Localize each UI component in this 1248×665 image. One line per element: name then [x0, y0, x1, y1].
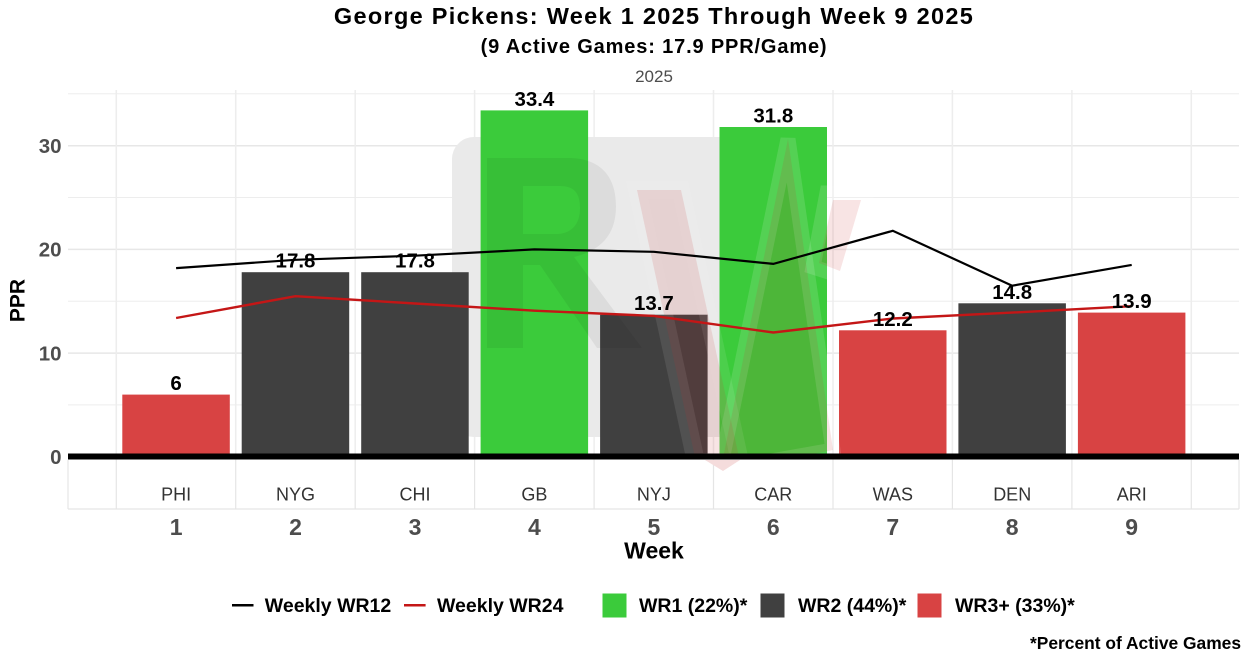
svg-text:10: 10: [39, 342, 62, 365]
svg-text:WAS: WAS: [873, 485, 913, 505]
svg-text:GB: GB: [521, 485, 547, 505]
svg-text:PHI: PHI: [161, 485, 191, 505]
svg-text:7: 7: [886, 514, 899, 540]
svg-text:6: 6: [767, 514, 780, 540]
svg-text:WR1 (22%)*: WR1 (22%)*: [639, 595, 748, 617]
svg-text:14.8: 14.8: [992, 281, 1032, 304]
svg-text:(9 Active Games: 17.9 PPR/Game: (9 Active Games: 17.9 PPR/Game): [481, 36, 828, 58]
svg-text:2: 2: [289, 514, 302, 540]
svg-text:Week: Week: [624, 538, 684, 564]
svg-text:0: 0: [50, 446, 61, 469]
svg-text:CHI: CHI: [400, 485, 431, 505]
svg-text:Weekly WR12: Weekly WR12: [265, 595, 392, 617]
svg-text:12.2: 12.2: [873, 308, 913, 331]
svg-text:WR3+ (33%)*: WR3+ (33%)*: [955, 595, 1075, 617]
svg-text:2025: 2025: [635, 67, 673, 86]
svg-text:5: 5: [648, 514, 661, 540]
svg-text:NYJ: NYJ: [637, 485, 671, 505]
svg-text:3: 3: [409, 514, 422, 540]
svg-text:9: 9: [1125, 514, 1138, 540]
svg-text:33.4: 33.4: [514, 88, 554, 111]
svg-text:17.8: 17.8: [276, 250, 316, 273]
svg-text:1: 1: [170, 514, 183, 540]
svg-text:17.8: 17.8: [395, 250, 435, 273]
svg-text:20: 20: [39, 239, 62, 262]
svg-text:Weekly WR24: Weekly WR24: [437, 595, 564, 617]
svg-text:31.8: 31.8: [753, 105, 793, 128]
svg-text:ARI: ARI: [1117, 485, 1147, 505]
svg-text:13.9: 13.9: [1112, 290, 1152, 313]
svg-text:NYG: NYG: [276, 485, 315, 505]
svg-text:*Percent of Active Games: *Percent of Active Games: [1030, 633, 1241, 653]
svg-text:George Pickens: Week 1 2025 Th: George Pickens: Week 1 2025 Through Week…: [334, 3, 974, 29]
svg-text:6: 6: [170, 372, 181, 395]
svg-text:30: 30: [39, 135, 62, 158]
svg-text:4: 4: [528, 514, 541, 540]
svg-text:CAR: CAR: [754, 485, 792, 505]
svg-text:8: 8: [1006, 514, 1019, 540]
svg-text:DEN: DEN: [993, 485, 1031, 505]
svg-text:PPR: PPR: [7, 279, 30, 322]
svg-text:13.7: 13.7: [634, 292, 674, 315]
svg-text:WR2 (44%)*: WR2 (44%)*: [798, 595, 907, 617]
